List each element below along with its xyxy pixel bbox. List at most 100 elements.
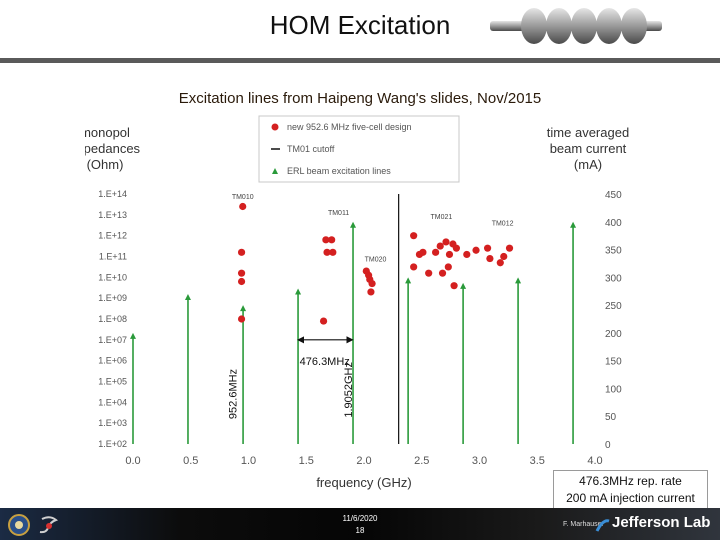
y-left-tick-label: 1.E+08 bbox=[98, 314, 127, 324]
beam-excitation-marker bbox=[130, 332, 136, 339]
y-left-tick-label: 1.E+14 bbox=[98, 189, 127, 199]
y-axis-right-label-line: beam current bbox=[550, 141, 627, 156]
impedance-data-point bbox=[442, 238, 450, 246]
y-left-tick-label: 1.E+04 bbox=[98, 397, 127, 407]
y-right-tick-label: 400 bbox=[605, 218, 622, 229]
impedance-data-point bbox=[444, 263, 452, 271]
y-right-tick-label: 250 bbox=[605, 301, 622, 312]
x-tick-label: 3.5 bbox=[530, 455, 545, 467]
cavity-image bbox=[490, 8, 662, 44]
beam-excitation-marker bbox=[295, 288, 302, 295]
mode-label: TM021 bbox=[430, 214, 452, 221]
impedance-data-point bbox=[410, 263, 418, 271]
y-left-tick-label: 1.E+06 bbox=[98, 356, 127, 366]
y-axis-right-label-line: time averaged bbox=[547, 125, 629, 140]
y-axis-left-label-line: impedances bbox=[85, 141, 141, 156]
beam-excitation-marker bbox=[240, 305, 247, 312]
impedance-data-point bbox=[237, 277, 246, 286]
impedance-data-point bbox=[368, 279, 376, 288]
footer-date: 11/6/2020 bbox=[342, 514, 378, 523]
legend-marker-beam bbox=[272, 168, 278, 174]
mode-label: TM012 bbox=[492, 220, 514, 227]
impedance-data-point bbox=[438, 269, 447, 277]
impedance-data-point bbox=[239, 202, 247, 211]
jsa-logo-swoosh-icon bbox=[39, 516, 59, 534]
impedance-data-point bbox=[322, 236, 330, 244]
x-tick-label: 1.5 bbox=[299, 455, 314, 467]
x-tick-label: 1.0 bbox=[241, 455, 256, 467]
legend-box bbox=[258, 115, 460, 183]
beam-excitation-marker bbox=[460, 282, 467, 289]
slide-title: HOM Excitation bbox=[269, 10, 451, 40]
y-right-tick-label: 0 bbox=[605, 440, 611, 451]
y-left-tick-label: 1.E+09 bbox=[98, 293, 127, 303]
y-left-tick-label: 1.E+07 bbox=[98, 335, 127, 345]
y-left-tick-label: 1.E+02 bbox=[98, 439, 127, 449]
footer-lab-name: Jefferson Lab bbox=[612, 514, 711, 531]
legend-label: TM01 cutoff bbox=[287, 144, 335, 154]
x-tick-label: 0.5 bbox=[183, 455, 198, 467]
impedance-data-point bbox=[367, 288, 375, 296]
impedance-data-point bbox=[472, 246, 480, 254]
beam-excitation-marker bbox=[184, 294, 191, 300]
beam-excitation-marker bbox=[515, 277, 522, 284]
impedance-data-point bbox=[445, 250, 454, 259]
y-left-tick-label: 1.E+11 bbox=[99, 252, 127, 262]
legend-label: new 952.6 MHz five-cell design bbox=[287, 122, 412, 132]
y-left-tick-label: 1.E+12 bbox=[98, 231, 127, 241]
impedance-data-point bbox=[323, 248, 331, 256]
jsa-logo-dot-icon bbox=[46, 523, 52, 529]
impedance-data-point bbox=[496, 259, 504, 267]
x-tick-label: 2.5 bbox=[414, 455, 429, 467]
y-left-tick-label: 1.E+10 bbox=[98, 272, 127, 282]
footer-author: F. Marhauser bbox=[563, 521, 604, 528]
x-tick-label: 0.0 bbox=[125, 455, 140, 467]
institution-logos bbox=[8, 514, 59, 536]
mode-label: TM011 bbox=[328, 210, 349, 217]
impedance-data-point bbox=[483, 244, 492, 252]
impedance-data-point bbox=[425, 269, 433, 277]
impedance-data-point bbox=[505, 244, 514, 252]
y-left-tick-label: 1.E+03 bbox=[98, 418, 127, 428]
y-right-tick-label: 100 bbox=[605, 384, 622, 395]
x-axis-label: frequency (GHz) bbox=[316, 475, 411, 490]
impedance-data-point bbox=[237, 269, 246, 277]
legend-marker-design bbox=[271, 123, 279, 131]
impedance-data-point bbox=[329, 248, 337, 256]
y-right-tick-label: 350 bbox=[605, 246, 622, 257]
impedance-data-point bbox=[463, 250, 471, 259]
impedance-data-point bbox=[450, 282, 458, 290]
chart-subtitle: Excitation lines from Haipeng Wang's sli… bbox=[178, 90, 542, 107]
impedance-data-point bbox=[419, 248, 427, 256]
title-divider bbox=[0, 58, 720, 63]
impedance-data-point bbox=[319, 317, 328, 325]
beam-excitation-marker bbox=[350, 221, 357, 228]
rep-rate-note: 476.3MHz rep. rate 200 mA injection curr… bbox=[553, 470, 708, 510]
y-axis-left-label-line: (Ohm) bbox=[87, 157, 124, 172]
mode-label: TM010 bbox=[232, 194, 254, 201]
jefferson-lab-logo-icon bbox=[595, 519, 610, 532]
y-axis-right-label-line: (mA) bbox=[574, 157, 602, 172]
page-number: 18 bbox=[355, 526, 365, 535]
frequency-annotation: 1.9052GHz bbox=[343, 362, 355, 418]
frequency-annotation: 476.3MHz bbox=[300, 356, 350, 368]
y-left-tick-label: 1.E+13 bbox=[98, 210, 127, 220]
impedance-data-point bbox=[237, 248, 246, 256]
impedance-data-point bbox=[436, 242, 444, 250]
y-left-tick-label: 1.E+05 bbox=[98, 377, 127, 387]
y-right-tick-label: 150 bbox=[605, 357, 622, 368]
note-line-2: 200 mA injection current bbox=[566, 491, 695, 505]
legend-label: ERL beam excitation lines bbox=[287, 166, 391, 176]
impedance-data-point bbox=[486, 254, 494, 263]
beam-excitation-marker bbox=[570, 221, 577, 228]
footer-date-block: 11/6/2020 18 bbox=[330, 513, 390, 537]
y-right-tick-label: 450 bbox=[605, 190, 622, 201]
impedance-data-point bbox=[237, 315, 246, 323]
impedance-data-point bbox=[432, 248, 440, 256]
impedance-data-point bbox=[500, 252, 508, 261]
impedance-data-point bbox=[328, 236, 336, 244]
mode-label: TM020 bbox=[365, 257, 387, 264]
impedance-data-point bbox=[452, 244, 460, 252]
y-axis-left-label-line: monopol bbox=[85, 125, 130, 140]
y-right-tick-label: 50 bbox=[605, 412, 617, 423]
